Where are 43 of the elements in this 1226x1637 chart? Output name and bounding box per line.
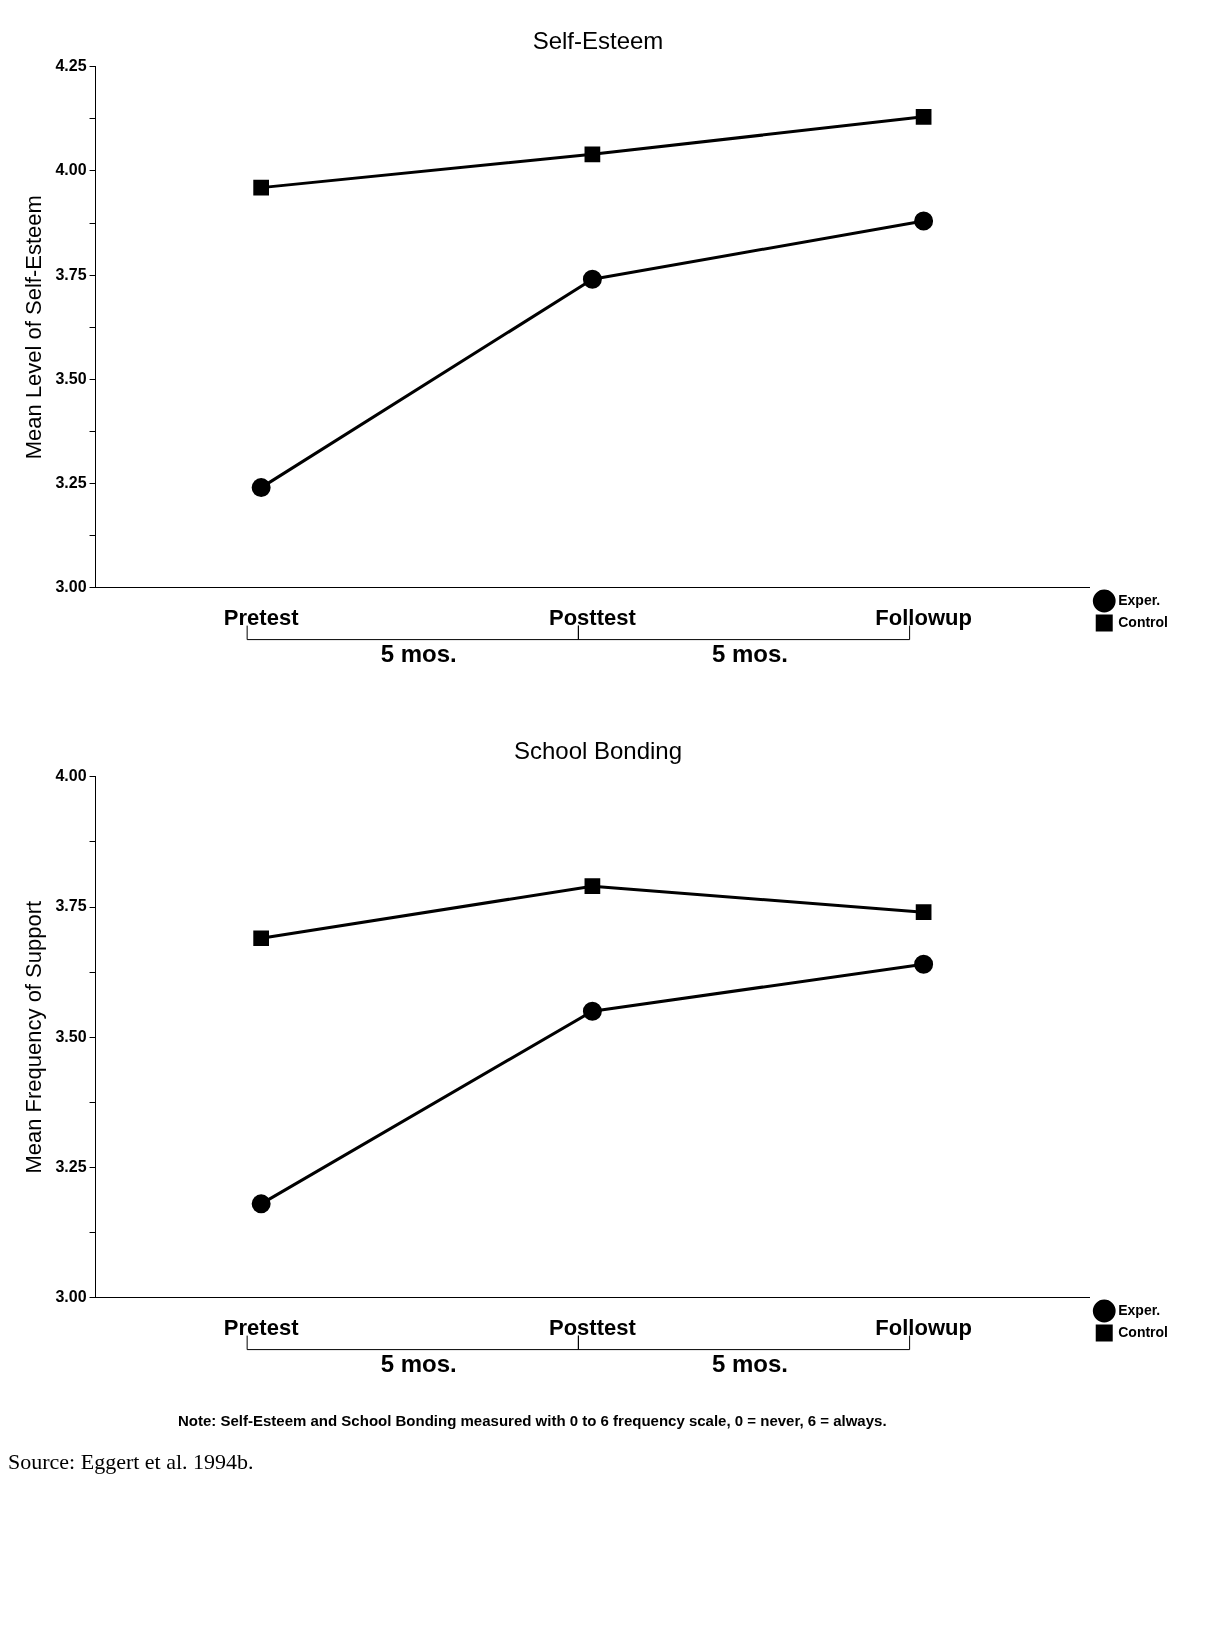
y-tick-label: 3.75 bbox=[55, 265, 87, 283]
point bbox=[251, 1194, 271, 1214]
point bbox=[253, 179, 270, 196]
y-tick-label: 3.00 bbox=[55, 1288, 87, 1306]
x-tick-label: Followup bbox=[875, 1314, 972, 1340]
text: 5 mos. bbox=[380, 640, 457, 668]
y-tick-label: 3.75 bbox=[55, 897, 87, 915]
chart-title: School Bonding bbox=[513, 737, 683, 765]
y-tick-label: 4.00 bbox=[55, 161, 87, 179]
point bbox=[914, 211, 934, 231]
x-tick-label: Posttest bbox=[548, 604, 637, 630]
y-tick-label: 4.25 bbox=[55, 57, 87, 75]
point bbox=[915, 108, 932, 125]
y-axis-title: Mean Level of Self-Esteem bbox=[21, 195, 47, 460]
point bbox=[914, 954, 934, 974]
point bbox=[915, 904, 932, 921]
point bbox=[584, 878, 601, 895]
legend-label: Exper. bbox=[1118, 591, 1161, 608]
point bbox=[582, 269, 602, 289]
y-tick-label: 3.00 bbox=[55, 578, 87, 596]
point bbox=[251, 478, 271, 498]
legend-label: Control bbox=[1118, 613, 1168, 630]
text: 5 mos. bbox=[711, 640, 789, 668]
y-tick-label: 3.25 bbox=[55, 473, 87, 491]
y-tick-label: 3.50 bbox=[55, 369, 87, 387]
x-tick-label: Followup bbox=[875, 604, 972, 630]
legend-label: Exper. bbox=[1118, 1301, 1161, 1318]
text: 5 mos. bbox=[711, 1350, 789, 1378]
text: Note: Self-Esteem and School Bonding measured with 0 to 6 frequency scale, 0 = never, 6 = always. bbox=[178, 1412, 888, 1429]
point bbox=[584, 146, 601, 163]
y-axis-title: Mean Frequency of Support bbox=[21, 900, 47, 1174]
legend-label: Control bbox=[1118, 1323, 1168, 1340]
y-tick-label: 3.25 bbox=[55, 1157, 87, 1175]
x-tick-label: Posttest bbox=[548, 1314, 637, 1340]
x-tick-label: Pretest bbox=[223, 1314, 300, 1340]
chart-title: Self-Esteem bbox=[532, 27, 664, 55]
text: 5 mos. bbox=[380, 1350, 457, 1378]
x-tick-label: Pretest bbox=[223, 604, 300, 630]
y-tick-label: 3.50 bbox=[55, 1027, 87, 1045]
y-tick-label: 4.00 bbox=[55, 767, 87, 785]
point bbox=[253, 930, 270, 947]
point bbox=[582, 1001, 602, 1021]
source-note: Source: Eggert et al. 1994b. bbox=[8, 1449, 255, 1475]
